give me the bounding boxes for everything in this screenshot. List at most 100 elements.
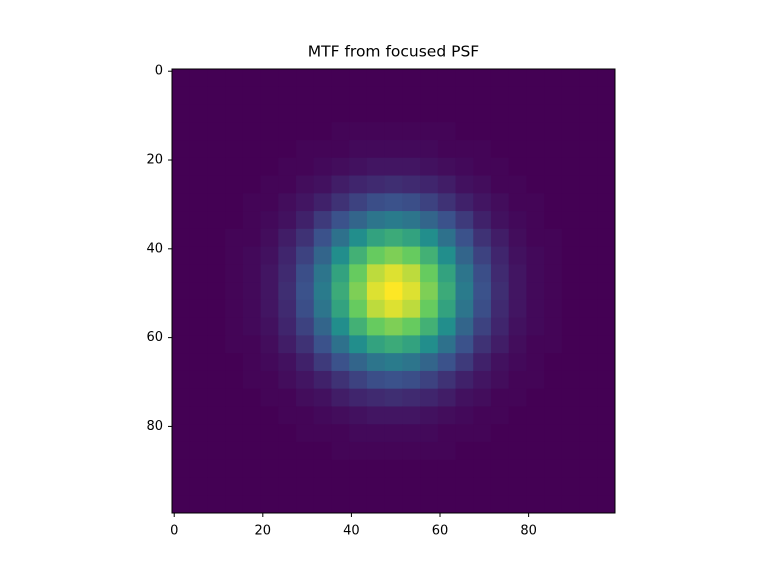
- heatmap-cell: [384, 246, 403, 265]
- heatmap-cell: [544, 317, 563, 336]
- heatmap-cell: [384, 122, 403, 141]
- heatmap-cell: [402, 299, 421, 319]
- heatmap-cell: [544, 335, 563, 354]
- heatmap-cell: [366, 388, 386, 407]
- heatmap-cell: [331, 406, 350, 425]
- heatmap-cell: [349, 424, 368, 443]
- heatmap-cell: [597, 388, 616, 407]
- heatmap-cell: [579, 211, 598, 230]
- heatmap-cell: [207, 424, 226, 443]
- heatmap-cell: [420, 353, 439, 372]
- heatmap-cell: [508, 441, 527, 461]
- heatmap-cell: [242, 477, 262, 496]
- heatmap-cell: [402, 140, 421, 159]
- heatmap-cell: [313, 495, 332, 514]
- heatmap-cell: [172, 477, 191, 496]
- heatmap-cell: [189, 104, 208, 123]
- heatmap-cell: [189, 370, 208, 390]
- heatmap-cell: [508, 122, 527, 141]
- heatmap-cell: [225, 175, 244, 194]
- heatmap-cell: [420, 175, 439, 194]
- heatmap-cell: [526, 477, 545, 496]
- heatmap-cell: [455, 406, 474, 425]
- heatmap-cell: [278, 193, 297, 212]
- heatmap-cell: [242, 140, 262, 159]
- heatmap-cell: [490, 228, 510, 248]
- heatmap-cell: [313, 69, 332, 88]
- heatmap-cell: [366, 317, 386, 336]
- heatmap-cell: [296, 69, 315, 88]
- heatmap-cell: [490, 388, 510, 407]
- heatmap-cell: [207, 104, 226, 123]
- heatmap-cell: [597, 264, 616, 283]
- heatmap-cell: [437, 175, 457, 194]
- heatmap-cell: [366, 211, 386, 230]
- heatmap-cell: [526, 299, 545, 319]
- heatmap-cell: [561, 353, 581, 372]
- heatmap-cell: [544, 69, 563, 88]
- heatmap-cell: [384, 211, 403, 230]
- heatmap-cell: [473, 282, 492, 301]
- heatmap-cell: [455, 157, 474, 177]
- heatmap-cell: [225, 335, 244, 354]
- heatmap-cell: [544, 86, 563, 106]
- heatmap-cell: [331, 104, 350, 123]
- heatmap-cell: [544, 246, 563, 265]
- heatmap-cell: [544, 299, 563, 319]
- heatmap-cell: [225, 353, 244, 372]
- heatmap-cell: [278, 122, 297, 141]
- heatmap-cell: [278, 370, 297, 390]
- heatmap-cell: [561, 175, 581, 194]
- heatmap-cell: [420, 441, 439, 461]
- heatmap-cell: [597, 175, 616, 194]
- heatmap-cell: [331, 69, 350, 88]
- heatmap-cell: [260, 477, 279, 496]
- heatmap-cell: [526, 424, 545, 443]
- heatmap-cell: [544, 193, 563, 212]
- heatmap-cell: [544, 228, 563, 248]
- heatmap-cell: [597, 211, 616, 230]
- heatmap-cell: [579, 299, 598, 319]
- heatmap-cell: [260, 193, 279, 212]
- heatmap-cell: [508, 211, 527, 230]
- heatmap-cell: [313, 459, 332, 478]
- heatmap-cell: [296, 441, 315, 461]
- heatmap-cell: [242, 335, 262, 354]
- heatmap-cell: [278, 228, 297, 248]
- heatmap-cell: [526, 459, 545, 478]
- heatmap-cell: [189, 282, 208, 301]
- heatmap-cell: [579, 264, 598, 283]
- heatmap-cell: [490, 69, 510, 88]
- heatmap-cell: [473, 317, 492, 336]
- heatmap-cell: [296, 317, 315, 336]
- heatmap-cell: [384, 104, 403, 123]
- heatmap-cell: [490, 441, 510, 461]
- heatmap-cell: [366, 335, 386, 354]
- heatmap-cell: [544, 459, 563, 478]
- heatmap-cell: [384, 228, 403, 248]
- heatmap-cell: [331, 495, 350, 514]
- heatmap-cell: [331, 193, 350, 212]
- heatmap-cell: [420, 140, 439, 159]
- heatmap-cell: [384, 335, 403, 354]
- heatmap-cell: [349, 335, 368, 354]
- heatmap-cell: [207, 211, 226, 230]
- heatmap-cell: [561, 264, 581, 283]
- heatmap-cell: [313, 388, 332, 407]
- heatmap-cell: [172, 495, 191, 514]
- heatmap-cell: [242, 353, 262, 372]
- heatmap-cell: [526, 140, 545, 159]
- heatmap-cell: [313, 370, 332, 390]
- heatmap-cell: [260, 228, 279, 248]
- heatmap-cell: [189, 388, 208, 407]
- heatmap-cell: [455, 122, 474, 141]
- heatmap-cell: [296, 353, 315, 372]
- heatmap-cell: [526, 228, 545, 248]
- heatmap-cell: [455, 477, 474, 496]
- heatmap-cell: [508, 495, 527, 514]
- heatmap-cell: [420, 246, 439, 265]
- heatmap-cell: [331, 246, 350, 265]
- heatmap-cell: [349, 388, 368, 407]
- heatmap-cell: [296, 477, 315, 496]
